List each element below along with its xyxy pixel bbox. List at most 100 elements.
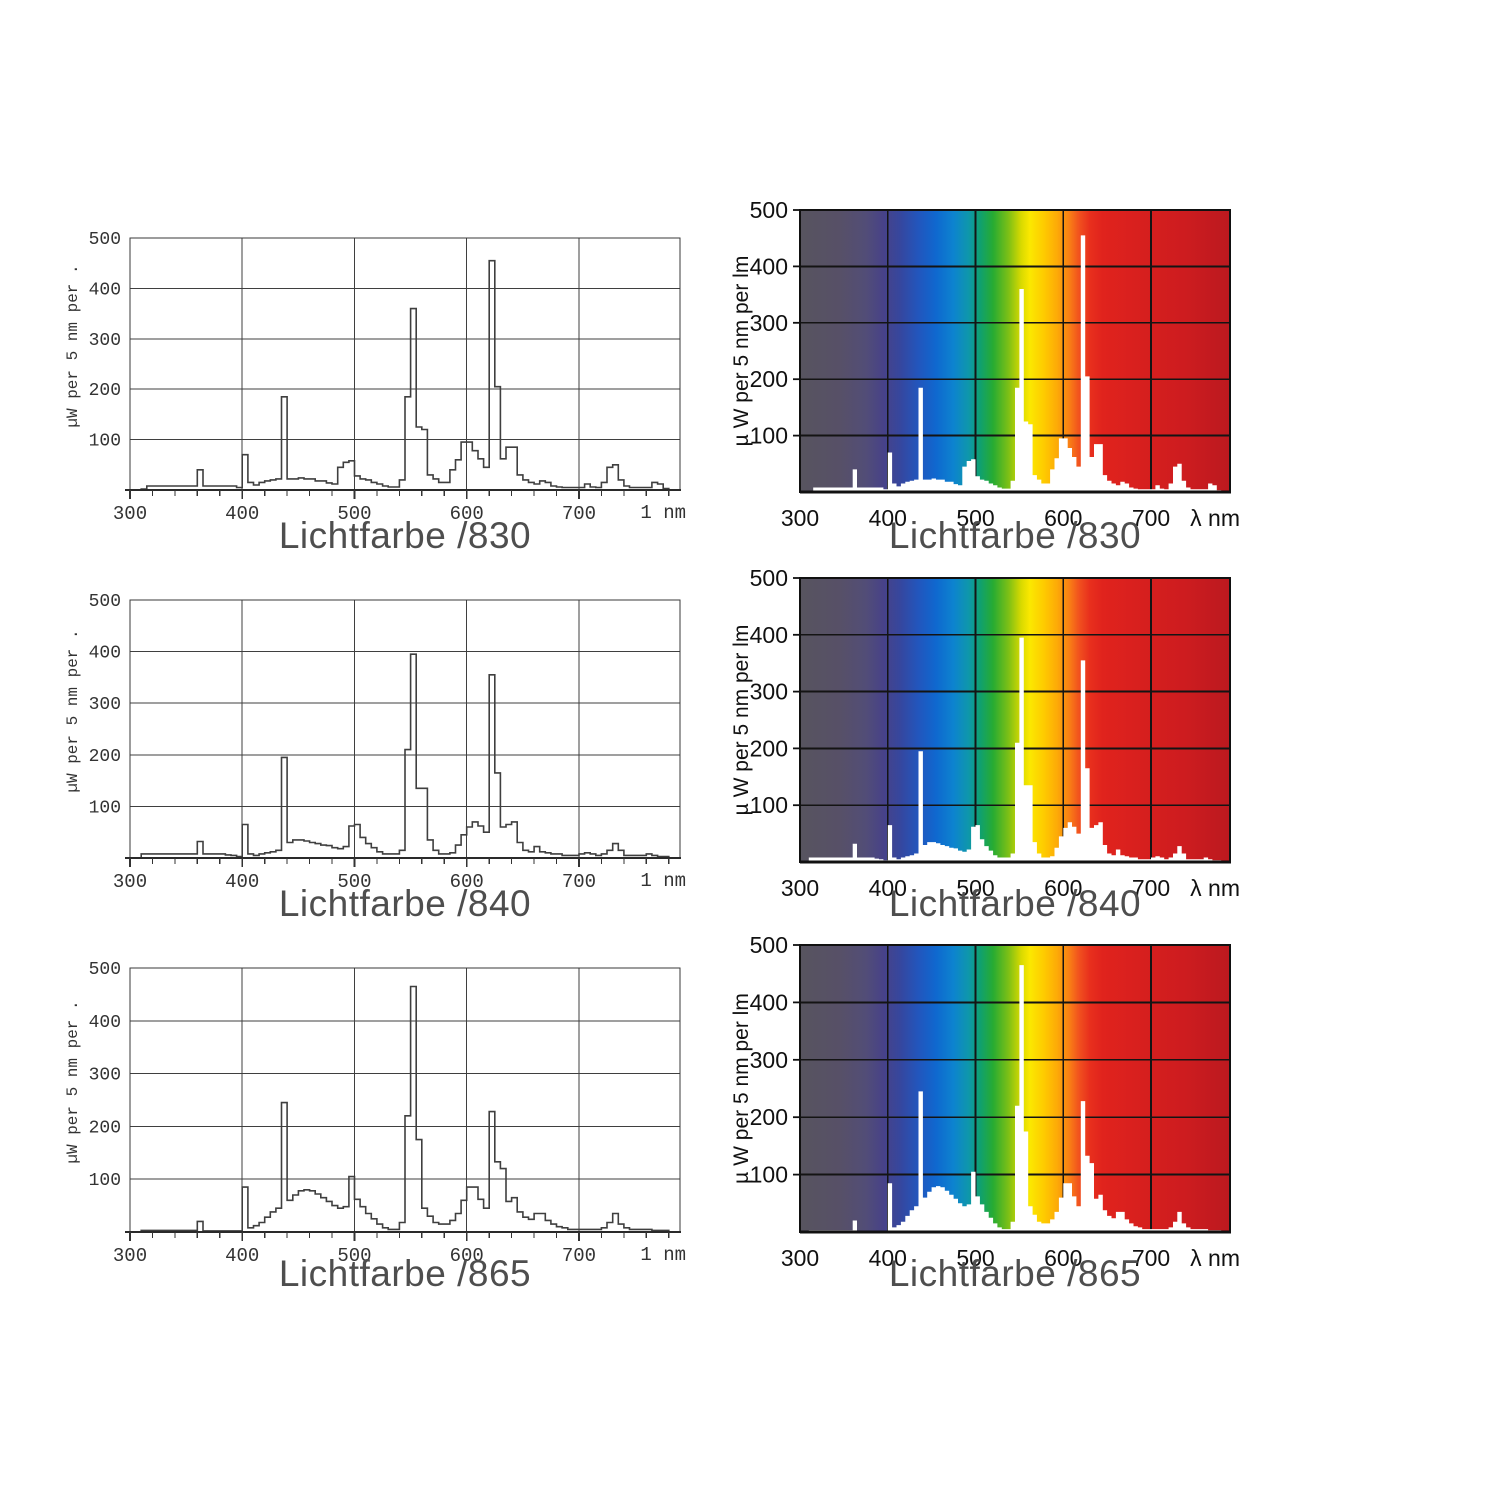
spectral-line xyxy=(140,259,670,490)
x-unit-label: λ nm xyxy=(1190,875,1240,901)
svg-text:200: 200 xyxy=(750,1104,788,1130)
chart-title-840-left: Lichtfarbe /840 xyxy=(278,883,532,924)
chart-840-line: 100 200 300 400 500 300 400 500 600 700 1 nm µW per… xyxy=(64,592,686,893)
svg-text:400: 400 xyxy=(750,989,788,1015)
y-axis-label: µ W per 5 nm per lm xyxy=(730,993,753,1184)
y-axis-label: µ W per 5 nm per lm xyxy=(730,256,753,447)
chart-865-spectrum: 100 200 300 400 500 300 400 500 600 700 λ nm µ W pe… xyxy=(730,932,1240,1271)
spectral-area xyxy=(808,235,1222,492)
svg-text:300: 300 xyxy=(113,1245,147,1267)
svg-text:300: 300 xyxy=(89,1066,121,1086)
spectral-line xyxy=(140,985,670,1232)
svg-text:700: 700 xyxy=(1132,505,1170,531)
svg-text:500: 500 xyxy=(337,503,371,525)
svg-text:500: 500 xyxy=(337,871,371,893)
x-unit-label: λ nm xyxy=(1190,1245,1240,1271)
svg-text:400: 400 xyxy=(89,280,121,300)
svg-text:400: 400 xyxy=(225,1245,259,1267)
svg-text:300: 300 xyxy=(113,503,147,525)
y-axis-label: µW per 5 nm per . xyxy=(64,629,82,792)
svg-text:700: 700 xyxy=(562,1245,596,1267)
svg-text:300: 300 xyxy=(113,871,147,893)
chart-840-spectrum: 100 200 300 400 500 300 400 500 600 700 λ nm µ W pe… xyxy=(730,565,1240,901)
svg-text:500: 500 xyxy=(89,592,121,612)
svg-text:400: 400 xyxy=(869,875,907,901)
gridlines xyxy=(130,238,680,490)
svg-text:500: 500 xyxy=(750,197,788,223)
y-axis-label: µW per 5 nm per . xyxy=(64,264,82,427)
svg-text:200: 200 xyxy=(750,366,788,392)
svg-text:200: 200 xyxy=(89,381,121,401)
svg-text:500: 500 xyxy=(956,505,994,531)
svg-text:400: 400 xyxy=(225,871,259,893)
svg-text:300: 300 xyxy=(89,331,121,351)
svg-text:300: 300 xyxy=(750,1047,788,1073)
svg-text:100: 100 xyxy=(89,798,121,818)
svg-text:500: 500 xyxy=(337,1245,371,1267)
x-unit-label: λ nm xyxy=(1190,505,1240,531)
svg-text:400: 400 xyxy=(89,644,121,664)
chart-title-865-right: Lichtfarbe /865 xyxy=(888,1253,1142,1294)
svg-text:100: 100 xyxy=(89,1171,121,1191)
chart-title-830-right: Lichtfarbe /830 xyxy=(888,515,1142,556)
x-ticks xyxy=(129,1232,670,1241)
svg-text:100: 100 xyxy=(750,792,788,818)
svg-text:200: 200 xyxy=(89,747,121,767)
svg-text:500: 500 xyxy=(956,1245,994,1271)
axis-labels: 100 200 300 400 500 300 400 500 600 700 1 nm µW per… xyxy=(64,592,686,893)
svg-text:300: 300 xyxy=(781,505,819,531)
svg-text:500: 500 xyxy=(89,960,121,980)
y-axis-label: µ W per 5 nm per lm xyxy=(730,625,753,816)
spectral-line xyxy=(140,653,670,858)
svg-text:200: 200 xyxy=(89,1118,121,1138)
svg-text:500: 500 xyxy=(956,875,994,901)
x-unit-label: 1 nm xyxy=(640,870,686,892)
svg-text:300: 300 xyxy=(89,695,121,715)
svg-text:100: 100 xyxy=(750,1162,788,1188)
svg-text:400: 400 xyxy=(869,505,907,531)
svg-text:700: 700 xyxy=(562,503,596,525)
svg-text:400: 400 xyxy=(225,503,259,525)
svg-text:500: 500 xyxy=(750,932,788,958)
svg-text:300: 300 xyxy=(750,679,788,705)
svg-text:700: 700 xyxy=(1132,1245,1170,1271)
svg-text:600: 600 xyxy=(450,1245,484,1267)
svg-text:700: 700 xyxy=(1132,875,1170,901)
axis-labels: 100 200 300 400 500 300 400 500 600 700 λ nm µ W pe… xyxy=(730,932,1240,1271)
x-unit-label: 1 nm xyxy=(640,502,686,524)
svg-text:600: 600 xyxy=(1044,1245,1082,1271)
x-ticks xyxy=(129,858,670,867)
chart-830-line: 100 200 300 400 500 300 400 500 600 700 1 nm µW per… xyxy=(64,230,686,525)
svg-text:300: 300 xyxy=(781,875,819,901)
svg-text:600: 600 xyxy=(450,503,484,525)
svg-text:500: 500 xyxy=(89,230,121,250)
svg-text:600: 600 xyxy=(1044,875,1082,901)
svg-text:100: 100 xyxy=(750,423,788,449)
gridlines xyxy=(800,210,1230,492)
axis-labels: 100 200 300 400 500 300 400 500 600 700 λ nm µ W pe… xyxy=(730,197,1240,531)
svg-text:300: 300 xyxy=(781,1245,819,1271)
svg-text:600: 600 xyxy=(450,871,484,893)
svg-text:400: 400 xyxy=(750,622,788,648)
axis-labels: 100 200 300 400 500 300 400 500 600 700 1 nm µW per… xyxy=(64,230,686,525)
svg-text:400: 400 xyxy=(869,1245,907,1271)
x-unit-label: 1 nm xyxy=(640,1244,686,1266)
spectral-area xyxy=(808,965,1222,1232)
chart-830-spectrum: 100 200 300 400 500 300 400 500 600 700 λ nm µ W pe… xyxy=(730,197,1240,531)
svg-text:400: 400 xyxy=(750,253,788,279)
chart-title-865-left: Lichtfarbe /865 xyxy=(278,1253,532,1294)
spectral-area xyxy=(808,637,1222,862)
svg-text:100: 100 xyxy=(89,432,121,452)
svg-text:400: 400 xyxy=(89,1013,121,1033)
svg-text:700: 700 xyxy=(562,871,596,893)
chart-title-840-right: Lichtfarbe /840 xyxy=(888,883,1142,924)
y-axis-label: µW per 5 nm per . xyxy=(64,1000,82,1163)
svg-text:300: 300 xyxy=(750,310,788,336)
axis-labels: 100 200 300 400 500 300 400 500 600 700 λ nm µ W pe… xyxy=(730,565,1240,901)
axis-labels: 100 200 300 400 500 300 400 500 600 700 1 nm µW per… xyxy=(64,960,686,1267)
chart-865-line: 100 200 300 400 500 300 400 500 600 700 1 nm µW per… xyxy=(64,960,686,1267)
svg-text:200: 200 xyxy=(750,735,788,761)
x-ticks xyxy=(129,490,670,499)
